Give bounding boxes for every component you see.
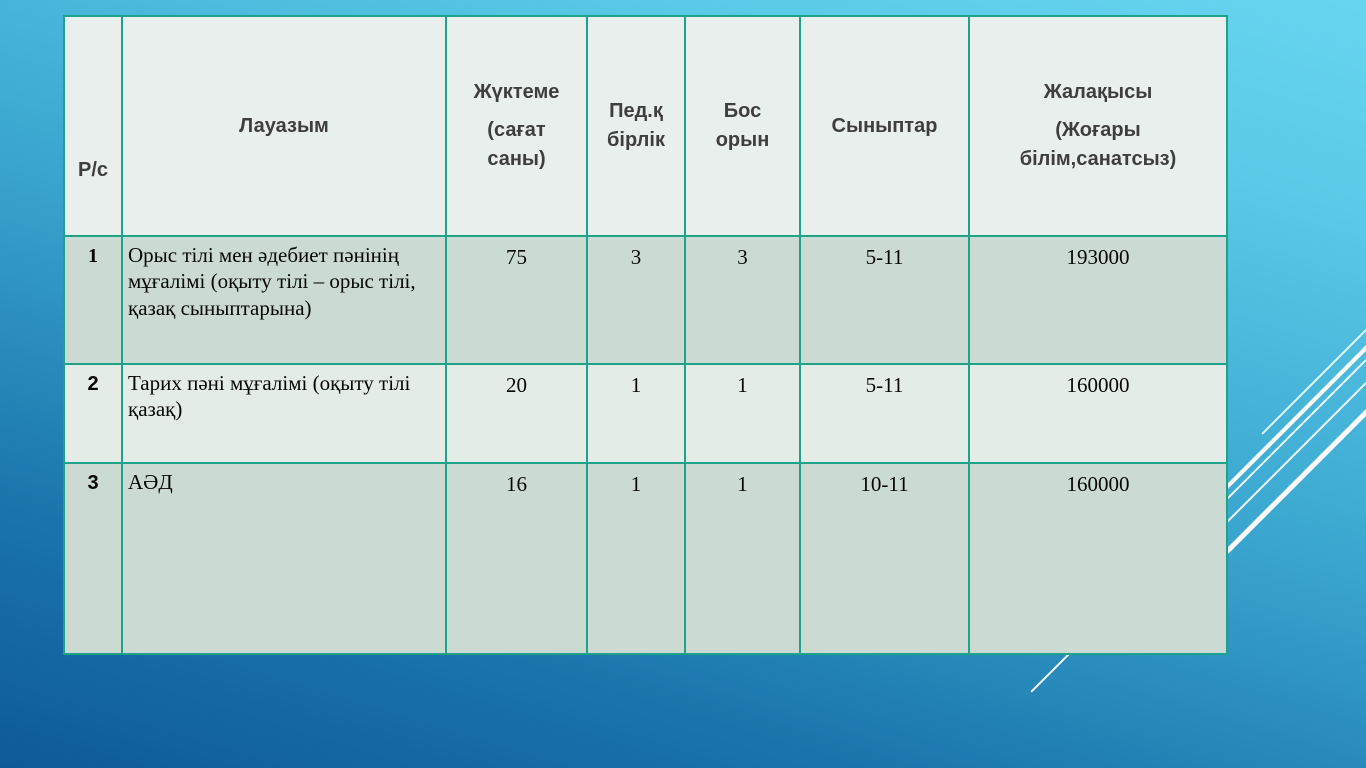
diagonal-line	[1261, 327, 1366, 435]
diagonal-line	[1222, 338, 1366, 492]
header-load-line1: Жүктеме	[473, 81, 560, 103]
cell-load: 16	[445, 462, 588, 655]
diagonal-line	[1222, 373, 1366, 527]
header-cell-rs: Р/с	[63, 15, 123, 237]
cell-position: Орыс тілі мен әдебиет пәнінің мұғалімі (…	[121, 235, 447, 365]
table-row: 3 АӘД 16 1 1 10-11 160000	[63, 462, 1228, 655]
header-salary-line2: (Жоғары білім,санатсыз)	[1019, 119, 1177, 170]
cell-vacancy: 1	[684, 363, 801, 464]
cell-num: 1	[63, 235, 123, 365]
header-row: Р/с Лауазым Жүктеме (сағат саны) Пед.қ б…	[63, 15, 1228, 237]
cell-ped-units: 1	[586, 363, 686, 464]
cell-load: 20	[445, 363, 588, 464]
cell-vacancy: 1	[684, 462, 801, 655]
diagonal-line	[1030, 650, 1073, 693]
cell-classes: 10-11	[799, 462, 970, 655]
table-row: 2 Тарих пәні мұғалімі (оқыту тілі қазақ)…	[63, 363, 1228, 464]
cell-ped-units: 1	[586, 462, 686, 655]
cell-salary: 160000	[968, 462, 1228, 655]
cell-classes: 5-11	[799, 235, 970, 365]
header-cell-ped-units: Пед.қ бірлік	[586, 15, 686, 237]
header-cell-classes: Сыныптар	[799, 15, 970, 237]
cell-load: 75	[445, 235, 588, 365]
table-row: 1 Орыс тілі мен әдебиет пәнінің мұғалімі…	[63, 235, 1228, 365]
header-cell-load: Жүктеме (сағат саны)	[445, 15, 588, 237]
header-load-line2: (сағат саны)	[487, 119, 546, 170]
header-cell-position: Лауазым	[121, 15, 447, 237]
vacancies-table: Р/с Лауазым Жүктеме (сағат саны) Пед.қ б…	[63, 15, 1228, 655]
cell-classes: 5-11	[799, 363, 970, 464]
cell-salary: 160000	[968, 363, 1228, 464]
cell-position: АӘД	[121, 462, 447, 655]
cell-salary: 193000	[968, 235, 1228, 365]
cell-vacancy: 3	[684, 235, 801, 365]
cell-position: Тарих пәні мұғалімі (оқыту тілі қазақ)	[121, 363, 447, 464]
cell-ped-units: 3	[586, 235, 686, 365]
cell-num: 3	[63, 462, 123, 655]
header-cell-salary: Жалақысы (Жоғары білім,санатсыз)	[968, 15, 1228, 237]
header-cell-vacancy: Бос орын	[684, 15, 801, 237]
header-salary-line1: Жалақысы	[1043, 81, 1153, 103]
cell-num: 2	[63, 363, 123, 464]
